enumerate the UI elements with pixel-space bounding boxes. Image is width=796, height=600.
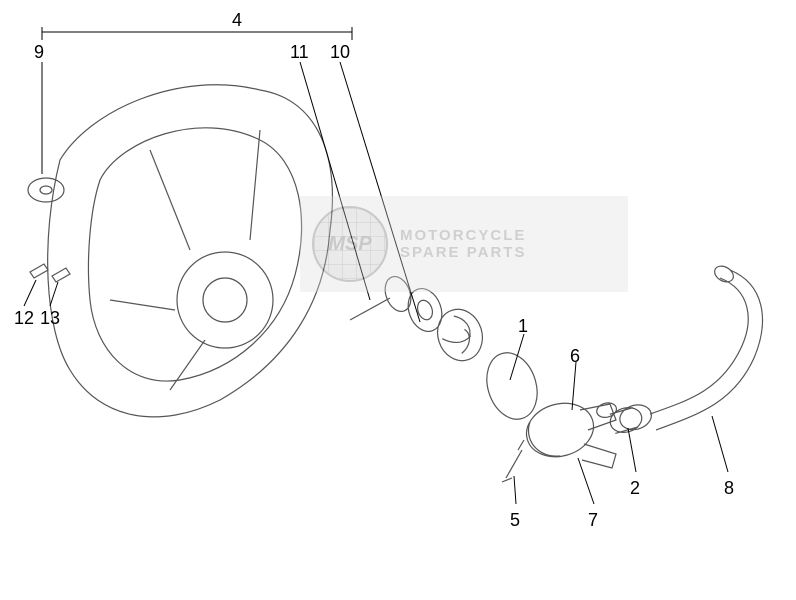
part-13-bolt [52, 268, 70, 282]
dimension-bar-4 [42, 27, 352, 40]
part-9-flange-hole [40, 186, 52, 194]
part-10-bearing-inner [415, 298, 435, 322]
leader-10 [340, 62, 420, 322]
leader-lines [24, 62, 728, 504]
leader-12 [24, 280, 36, 306]
callout-7: 7 [588, 510, 598, 531]
leader-8 [712, 416, 728, 472]
callout-2: 2 [630, 478, 640, 499]
part-1-oring [479, 346, 546, 426]
part-center-boss [177, 252, 273, 348]
leader-11 [300, 62, 370, 300]
part-cover-inner [88, 128, 301, 381]
part-6-sleeve [607, 401, 654, 436]
part-8-hose-end [712, 263, 736, 285]
diagram-stage: MSP MOTORCYCLE SPARE PARTS 1 2 4 5 6 7 8… [0, 0, 796, 600]
part-impeller [431, 303, 489, 366]
callout-13: 13 [40, 308, 60, 329]
cover-rib-2 [250, 130, 260, 240]
callout-8: 8 [724, 478, 734, 499]
callout-10: 10 [330, 42, 350, 63]
part-11-seal [381, 273, 416, 315]
callout-12: 12 [14, 308, 34, 329]
part-12-bolt [30, 264, 48, 278]
callout-11: 11 [290, 42, 309, 63]
callout-4: 4 [232, 10, 242, 31]
part-cover [48, 85, 333, 417]
leader-5 [514, 476, 516, 504]
callout-9: 9 [34, 42, 44, 63]
leader-6 [572, 362, 576, 410]
callout-1: 1 [518, 316, 528, 337]
leader-13 [50, 282, 58, 306]
cover-rib-4 [170, 340, 205, 390]
leader-2 [628, 428, 636, 472]
part-center-boss-inner [203, 278, 247, 322]
callout-5: 5 [510, 510, 520, 531]
part-10-bearing [402, 284, 447, 336]
leader-1 [510, 334, 524, 380]
part-9-flange [28, 178, 64, 202]
callout-6: 6 [570, 346, 580, 367]
part-5-bolt [502, 440, 524, 482]
part-11-shaft [350, 298, 390, 320]
cover-rib-3 [110, 300, 175, 310]
leader-7 [578, 458, 594, 504]
part-8-hose [650, 270, 762, 430]
cover-rib-1 [150, 150, 190, 250]
parts-drawing [0, 0, 796, 600]
